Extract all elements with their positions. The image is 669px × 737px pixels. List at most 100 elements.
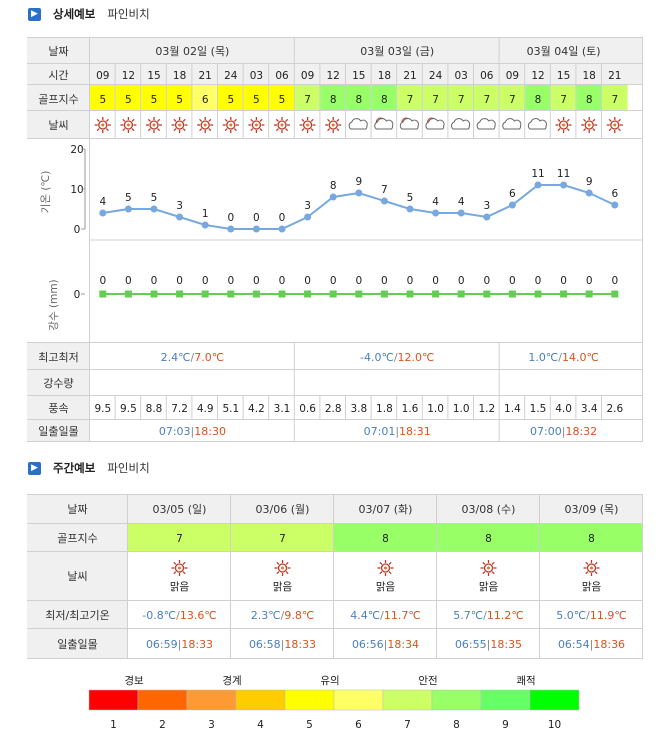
chart-label-bg xyxy=(27,139,90,343)
temp-point xyxy=(380,197,388,205)
cloud-icon xyxy=(451,118,471,130)
day-header-1: 03월 02일 (목) xyxy=(155,44,229,58)
rain-label: 0 xyxy=(151,275,158,287)
rain-label: 0 xyxy=(202,275,209,287)
golf-index-cell xyxy=(334,524,437,552)
sun-icon xyxy=(274,117,290,133)
temp-axis-tick: 20 xyxy=(70,144,83,156)
sun-icon xyxy=(171,117,188,133)
temp-label: 7 xyxy=(381,184,388,196)
header-bg xyxy=(27,38,643,85)
wind-value: 3.4 xyxy=(581,403,598,415)
weekly-day-header: 03/09 (목) xyxy=(565,503,619,516)
time-cell: 06 xyxy=(480,70,494,82)
weather-text: 맑음 xyxy=(273,581,293,593)
weekly-sun: 06:55|18:35 xyxy=(455,638,522,651)
time-cell: 18 xyxy=(173,70,186,82)
golf-index-cell xyxy=(294,85,321,111)
legend-swatch xyxy=(186,689,237,711)
rain-point xyxy=(406,290,414,298)
temp-label: 5 xyxy=(151,192,158,204)
golf-index-cell xyxy=(192,85,218,111)
rain-point xyxy=(611,290,619,298)
temp-label: 0 xyxy=(227,212,234,224)
chevron-right-icon[interactable]: ▶ xyxy=(28,461,41,475)
day-sun-3: 07:00|18:32 xyxy=(530,425,597,438)
temp-label: 0 xyxy=(279,212,286,224)
legend-swatch xyxy=(382,689,433,711)
label-cell-bg xyxy=(27,629,128,659)
wind-value: 1.4 xyxy=(504,403,521,415)
time-cell: 18 xyxy=(378,70,391,82)
sun-icon xyxy=(325,117,342,133)
row-label-golf-index: 골프지수 xyxy=(38,93,78,106)
temp-point xyxy=(252,225,260,233)
golf-index-cell xyxy=(397,85,423,111)
legend-number: 2 xyxy=(159,719,166,731)
time-cell: 09 xyxy=(96,70,109,82)
temp-label: 8 xyxy=(330,180,337,192)
weekly-forecast-table: 날짜 골프지수 날씨 최저/최고기온 일출일몰 03/05 (일) 7 맑음 -0.8℃/13.… xyxy=(27,493,643,662)
golf-index-value: 5 xyxy=(125,94,132,106)
rain-point xyxy=(124,290,132,298)
rain-label: 0 xyxy=(279,275,286,287)
label-cell-bg xyxy=(27,343,90,370)
wind-value: 1.0 xyxy=(453,403,470,415)
golf-index-value: 7 xyxy=(407,94,414,106)
rain-label: 0 xyxy=(611,275,618,287)
temp-label: 9 xyxy=(355,176,362,188)
row-label-weather: 날씨 xyxy=(48,119,68,132)
temp-label: 3 xyxy=(176,200,183,212)
golf-index-value: 5 xyxy=(176,94,183,106)
legend-swatch xyxy=(137,689,188,711)
day-header-3: 03월 04일 (토) xyxy=(527,44,601,58)
golf-index-value: 7 xyxy=(432,94,439,106)
time-cell: 15 xyxy=(557,70,570,82)
temp-label: 6 xyxy=(611,188,618,200)
golf-index-cell xyxy=(243,85,270,111)
sun-icon xyxy=(120,117,137,133)
time-cell: 03 xyxy=(455,70,468,82)
temp-point xyxy=(508,201,516,209)
sun-icon xyxy=(274,560,291,576)
rain-label: 0 xyxy=(483,275,490,287)
wind-value: 7.2 xyxy=(171,403,188,415)
weekly-minmax: 5.7℃/11.2℃ xyxy=(453,609,523,622)
rain-label: 0 xyxy=(381,275,388,287)
golf-index-value: 7 xyxy=(509,94,516,106)
chevron-right-icon[interactable]: ▶ xyxy=(28,7,41,21)
cloud-icon xyxy=(502,118,522,130)
detail-forecast-table: 날짜 시간 골프지수 날씨 최고최저 강수량 풍속 일출일몰 03월 02일 (목) 2.4℃/7… xyxy=(27,36,643,445)
golf-index-value: 7 xyxy=(458,94,465,106)
golf-index-cell xyxy=(231,524,334,552)
wind-value: 3.1 xyxy=(274,403,291,415)
wind-value: 1.8 xyxy=(376,403,393,415)
golf-index-cell xyxy=(269,85,295,111)
header-bg xyxy=(27,495,643,524)
rain-point xyxy=(585,290,593,298)
temp-point xyxy=(483,213,491,221)
golf-index-value: 6 xyxy=(202,94,209,106)
temp-point xyxy=(585,189,593,197)
wind-value: 3.8 xyxy=(350,403,367,415)
legend-group-label: 쾌적 xyxy=(516,675,535,687)
golf-index-value: 8 xyxy=(586,94,593,106)
wind-value: 4.2 xyxy=(248,403,265,415)
weekly-minmax: 2.3℃/9.8℃ xyxy=(251,609,314,622)
detail-section-title: 상세예보 xyxy=(53,7,96,21)
rain-point xyxy=(355,290,363,298)
sun-icon xyxy=(555,117,572,133)
golf-index-value: 7 xyxy=(279,533,286,545)
weather-text: 맑음 xyxy=(582,581,602,593)
golf-index-cell xyxy=(371,85,398,111)
golf-index-value: 8 xyxy=(382,533,389,545)
time-cell: 21 xyxy=(608,70,621,82)
rain-label: 0 xyxy=(586,275,593,287)
row-label-rain: 강수량 xyxy=(43,377,73,390)
golf-index-cell xyxy=(540,524,643,552)
wind-value: 2.8 xyxy=(325,403,342,415)
weekly-section-title: 주간예보 xyxy=(53,461,96,475)
temp-label: 9 xyxy=(586,176,593,188)
sun-icon xyxy=(377,560,394,576)
legend-number: 4 xyxy=(257,719,264,731)
